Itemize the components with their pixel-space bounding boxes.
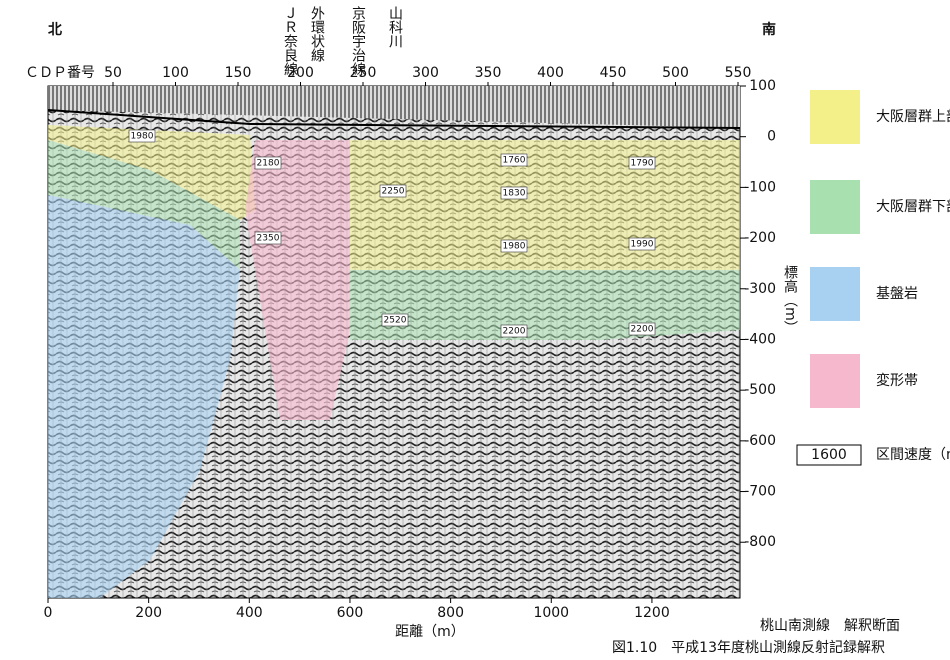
legend-label: 変形帯: [876, 372, 918, 389]
legend-label: 基盤岩: [876, 285, 918, 302]
velocity-box: [254, 231, 282, 245]
elevation-tick-label: -100: [744, 179, 776, 195]
elevation-tick-label: -300: [744, 281, 776, 297]
velocity-label: 2200: [503, 327, 526, 337]
velocity-label: 2520: [384, 316, 407, 326]
distance-tick-label: 1200: [634, 605, 670, 621]
distance-tick-label: 200: [135, 605, 162, 621]
velocity-box: [500, 186, 528, 200]
upper-osaka-right: [350, 140, 740, 270]
elevation-tick-label: 100: [749, 78, 776, 94]
cdp-tick-label: 100: [162, 65, 189, 81]
distance-tick-label: 0: [44, 605, 53, 621]
velocity-box: [379, 184, 407, 198]
cdp-tick-label: 300: [412, 65, 439, 81]
legend-sample: 1600: [811, 447, 847, 463]
legend-label: 大阪層群上部: [876, 109, 950, 125]
legend-label: 大阪層群下部: [876, 199, 950, 215]
velocity-box: [628, 237, 656, 251]
velocity-label: 1990: [631, 240, 654, 250]
basement: [48, 195, 240, 598]
velocity-box: [500, 324, 528, 338]
legend-swatch: [810, 180, 860, 234]
north-label: 北: [48, 22, 62, 38]
velocity-label: 1980: [503, 242, 526, 252]
velocity-label: 2180: [257, 159, 280, 169]
elevation-tick-label: -600: [744, 433, 776, 449]
distance-tick-label: 1000: [533, 605, 569, 621]
elevation-tick-label: -700: [744, 484, 776, 500]
velocity-label: 1980: [131, 132, 154, 142]
elevation-tick-label: -500: [744, 382, 776, 398]
cdp-tick-label: 350: [475, 65, 502, 81]
distance-tick-label: 400: [236, 605, 263, 621]
cdp-tick-label: 250: [350, 65, 377, 81]
legend-label: 区間速度（m/s）: [876, 447, 950, 463]
cdp-tick-label: 550: [725, 65, 752, 81]
velocity-box: [628, 322, 656, 336]
section: [47, 85, 741, 599]
elevation-tick-label: -400: [744, 331, 776, 347]
landmark-label: 山科川: [387, 6, 403, 48]
ground-surface: [47, 109, 741, 129]
velocity-label: 2200: [631, 325, 654, 335]
section-caption: 桃山南測線 解釈断面: [760, 618, 900, 634]
velocity-box: [628, 156, 656, 170]
velocity-label: 1790: [631, 159, 654, 169]
cdp-tick-label: 450: [600, 65, 627, 81]
elevation-tick-label: -800: [744, 534, 776, 550]
figure-caption: 図1.10 平成13年度桃山測線反射記録解釈: [612, 639, 885, 656]
velocity-box: [500, 153, 528, 167]
landmark-label: ＪＲ奈良線: [282, 6, 298, 76]
velocity-label: 1830: [503, 189, 526, 199]
distance-tick-label: 800: [437, 605, 464, 621]
cdp-tick-label: 200: [287, 65, 314, 81]
velocity-label: 2250: [382, 187, 405, 197]
deformation-zone: [245, 140, 350, 420]
cdp-tick-label: 150: [225, 65, 252, 81]
upper-osaka-left: [48, 125, 255, 220]
landmark-label: 京阪宇治線: [350, 6, 366, 76]
velocity-box: [381, 313, 409, 327]
legend-swatch: [810, 90, 860, 144]
elevation-tick-label: -200: [744, 230, 776, 246]
velocity-label: 2350: [257, 234, 280, 244]
legend-sample-box: [796, 444, 862, 466]
velocity-box: [500, 239, 528, 253]
air-zone: [48, 86, 740, 128]
landmark-label: 外環状線: [309, 6, 325, 62]
south-label: 南: [762, 21, 776, 38]
lower-osaka-left: [48, 140, 240, 270]
distance-tick-label: 600: [337, 605, 364, 621]
cdp-tick-label: 500: [662, 65, 689, 81]
legend-swatch: [810, 267, 860, 321]
cdp-tick-label: 50: [104, 65, 122, 81]
cdp-tick-label: 400: [537, 65, 564, 81]
lower-osaka-right: [350, 270, 740, 340]
elevation-axis-label: 標高（m）: [782, 265, 798, 335]
velocity-box: [128, 129, 156, 143]
cdp-axis-label: ＣＤＰ番号: [25, 65, 95, 81]
distance-axis-label: 距離（m）: [395, 623, 465, 640]
elevation-tick-label: 0: [767, 129, 776, 145]
velocity-label: 1760: [503, 156, 526, 166]
legend-swatch: [810, 354, 860, 408]
velocity-box: [254, 156, 282, 170]
